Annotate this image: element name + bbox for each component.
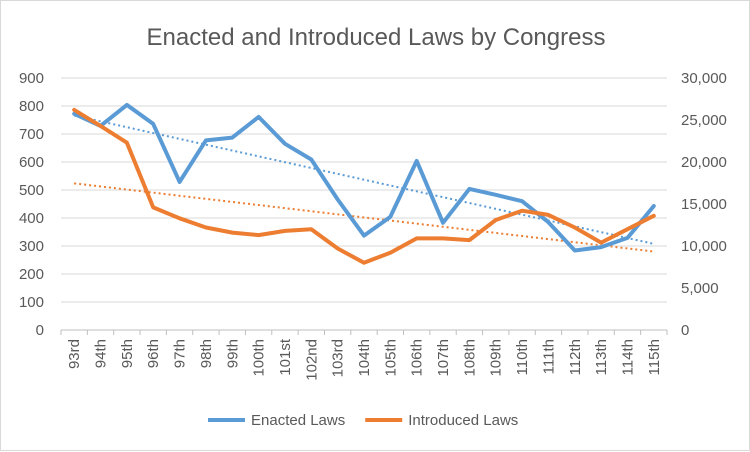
x-tick-label: 97th <box>172 339 189 368</box>
chart-title: Enacted and Introduced Laws by Congress <box>147 24 606 51</box>
legend-label: Introduced Laws <box>408 412 518 429</box>
x-tick-label: 114th <box>619 339 636 375</box>
right-axis: 30,000 25,000 20,000 15,000 10,000 5,000 0 <box>681 70 727 339</box>
x-tick-label: 103rd <box>330 339 347 377</box>
x-tick-label: 115th <box>646 339 663 375</box>
x-tick-label: 107th <box>435 339 452 377</box>
x-tick-label: 108th <box>461 339 478 377</box>
trendline-introduced-laws <box>74 182 654 253</box>
x-tick-label: 102nd <box>303 339 320 381</box>
y-left-tick-label: 800 <box>19 98 44 115</box>
y-left-tick-label: 400 <box>19 210 44 227</box>
y-left-tick-label: 500 <box>19 182 44 199</box>
x-tick-label: 93rd <box>66 339 83 369</box>
legend: Enacted Laws Introduced Laws <box>208 412 518 429</box>
y-right-tick-label: 25,000 <box>681 112 727 129</box>
y-right-tick-label: 10,000 <box>681 238 727 255</box>
left-axis: 900 800 700 600 500 400 300 200 100 0 <box>19 70 44 339</box>
x-tick-label: 95th <box>119 339 136 368</box>
y-left-tick-label: 300 <box>19 238 44 255</box>
x-tick-label: 106th <box>409 339 426 377</box>
x-tick-label: 99th <box>224 339 241 368</box>
y-left-tick-label: 900 <box>19 70 44 87</box>
y-left-tick-label: 100 <box>19 294 44 311</box>
y-left-tick-label: 200 <box>19 266 44 283</box>
x-tick-label: 111th <box>540 339 557 374</box>
x-tick-label: 109th <box>488 339 505 377</box>
y-right-tick-label: 0 <box>681 322 689 339</box>
x-tick-label: 94th <box>93 339 110 368</box>
trendline-enacted-laws <box>73 114 655 245</box>
x-tick-label: 113th <box>593 339 610 375</box>
y-right-tick-label: 5,000 <box>681 280 719 297</box>
x-tick-label: 105th <box>382 339 399 377</box>
series-line-introduced-laws <box>72 107 656 265</box>
legend-label: Enacted Laws <box>251 412 345 429</box>
y-left-tick-label: 600 <box>19 154 44 171</box>
x-tick-label: 96th <box>145 339 162 368</box>
x-tick-label: 101st <box>277 338 294 376</box>
x-tick-label: 112th <box>567 339 584 375</box>
y-right-tick-label: 30,000 <box>681 70 727 87</box>
x-tick-label: 110th <box>514 339 531 375</box>
y-left-tick-label: 0 <box>36 322 44 339</box>
y-left-tick-label: 700 <box>19 126 44 143</box>
series-line-enacted-laws <box>72 102 656 253</box>
series-lines <box>72 102 656 265</box>
x-tick-label: 98th <box>198 339 215 368</box>
trendlines <box>73 114 655 253</box>
y-right-tick-label: 15,000 <box>681 196 727 213</box>
x-tick-label: 104th <box>356 339 373 377</box>
x-tick-label: 100th <box>251 339 268 377</box>
y-right-tick-label: 20,000 <box>681 154 727 171</box>
x-axis: 93rd 94th 95th 96th 97th 98th 99th 100th 101st 10… <box>60 329 668 381</box>
